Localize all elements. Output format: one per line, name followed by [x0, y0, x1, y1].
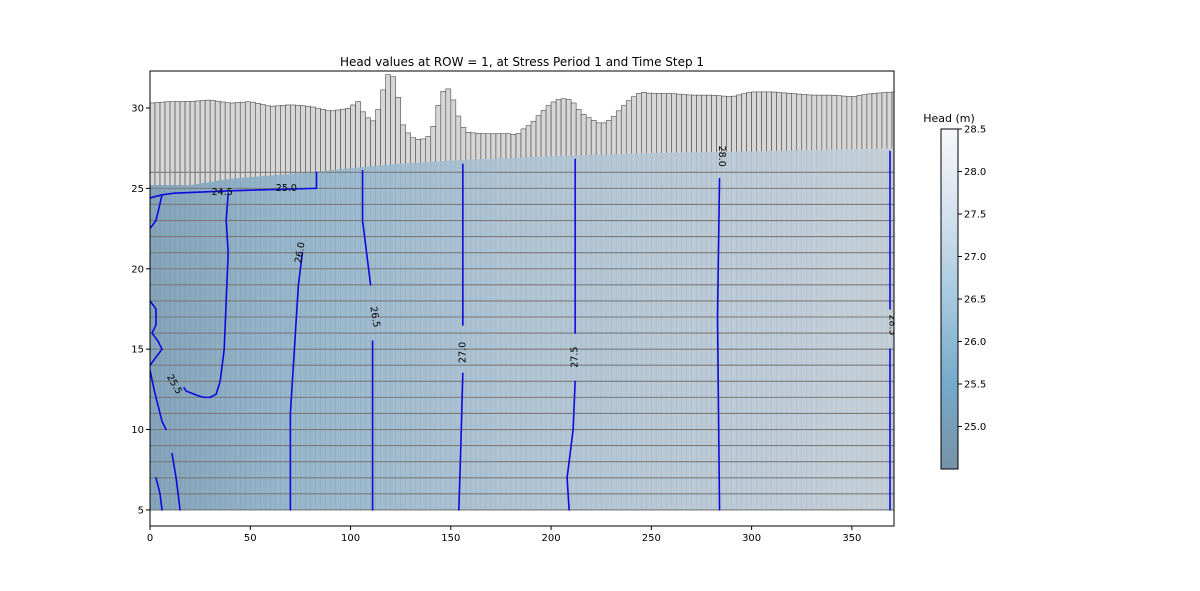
contour-line-27-0 — [458, 372, 464, 511]
x-tick-label: 0 — [147, 533, 153, 544]
plot-frame — [149, 70, 895, 527]
head-contours — [150, 150, 891, 511]
colorbar-axis: 25.0 25.5 26.0 26.5 27.0 27.5 28.0 28.5 — [958, 125, 986, 433]
x-tick-label: 150 — [441, 533, 460, 544]
y-tick-label: 15 — [131, 345, 144, 356]
contour-line-26-5 — [155, 476, 163, 511]
contour-line-24-5 — [150, 194, 163, 230]
colorbar-tick-label: 27.0 — [964, 252, 986, 263]
plot-area: 24.5 25.025.526.026.527.0 27.528.028.5 — [150, 74, 897, 511]
contour-label: 28.5 — [886, 314, 897, 335]
y-tick-label: 25 — [131, 184, 144, 195]
x-tick-label: 50 — [244, 533, 257, 544]
x-tick-label: 100 — [341, 533, 360, 544]
water-table-area — [150, 148, 894, 510]
contour-line-28-0 — [716, 177, 721, 511]
colorbar-tick-label: 26.5 — [964, 295, 986, 306]
contour-line-24-5 — [150, 187, 316, 199]
contour-label: 27.5 — [570, 347, 581, 368]
y-tick-label: 20 — [131, 264, 144, 275]
colorbar-tick-label: 26.0 — [964, 337, 986, 348]
contour-line-26-5 — [361, 169, 372, 286]
x-tick-label: 250 — [642, 533, 661, 544]
y-axis: 5 10 15 20 25 30 — [131, 103, 150, 516]
contour-line-25-5 — [150, 300, 163, 367]
contour-label: 26.0 — [293, 241, 308, 264]
y-tick-label: 5 — [138, 505, 144, 516]
x-tick-label: 200 — [542, 533, 561, 544]
contour-line-25-5 — [150, 369, 167, 431]
contour-line-27-5 — [566, 380, 576, 511]
contour-label: 27.0 — [457, 342, 468, 363]
colorbar-tick-label: 25.5 — [964, 380, 986, 391]
x-axis: 0 50 100 150 200 250 300 350 — [147, 526, 861, 544]
contour-label: 28.0 — [716, 146, 727, 167]
chart-title: Head values at ROW = 1, at Stress Period… — [340, 55, 704, 69]
contour-label: 24.5 — [212, 187, 233, 198]
colorbar-title: Head (m) — [923, 112, 975, 125]
y-tick-label: 30 — [131, 103, 144, 114]
colorbar — [940, 128, 959, 470]
contour-line-26-0 — [171, 452, 181, 511]
water-table-fill — [150, 148, 894, 510]
contour-label: 26.5 — [367, 306, 382, 329]
colorbar-tick-label: 27.5 — [964, 210, 986, 221]
contour-line-25-0 — [313, 171, 318, 190]
colorbar-tick-label: 28.0 — [964, 167, 986, 178]
contour-label: 25.0 — [276, 183, 297, 194]
y-tick-label: 10 — [131, 425, 144, 436]
layer-lines — [150, 171, 894, 511]
contour-line-25-0 — [183, 192, 230, 399]
x-tick-label: 350 — [842, 533, 861, 544]
colorbar-tick-label: 25.0 — [964, 422, 986, 433]
contour-line-26-0 — [289, 251, 304, 511]
colorbar-tick-label: 28.5 — [964, 125, 986, 136]
x-tick-label: 300 — [742, 533, 761, 544]
